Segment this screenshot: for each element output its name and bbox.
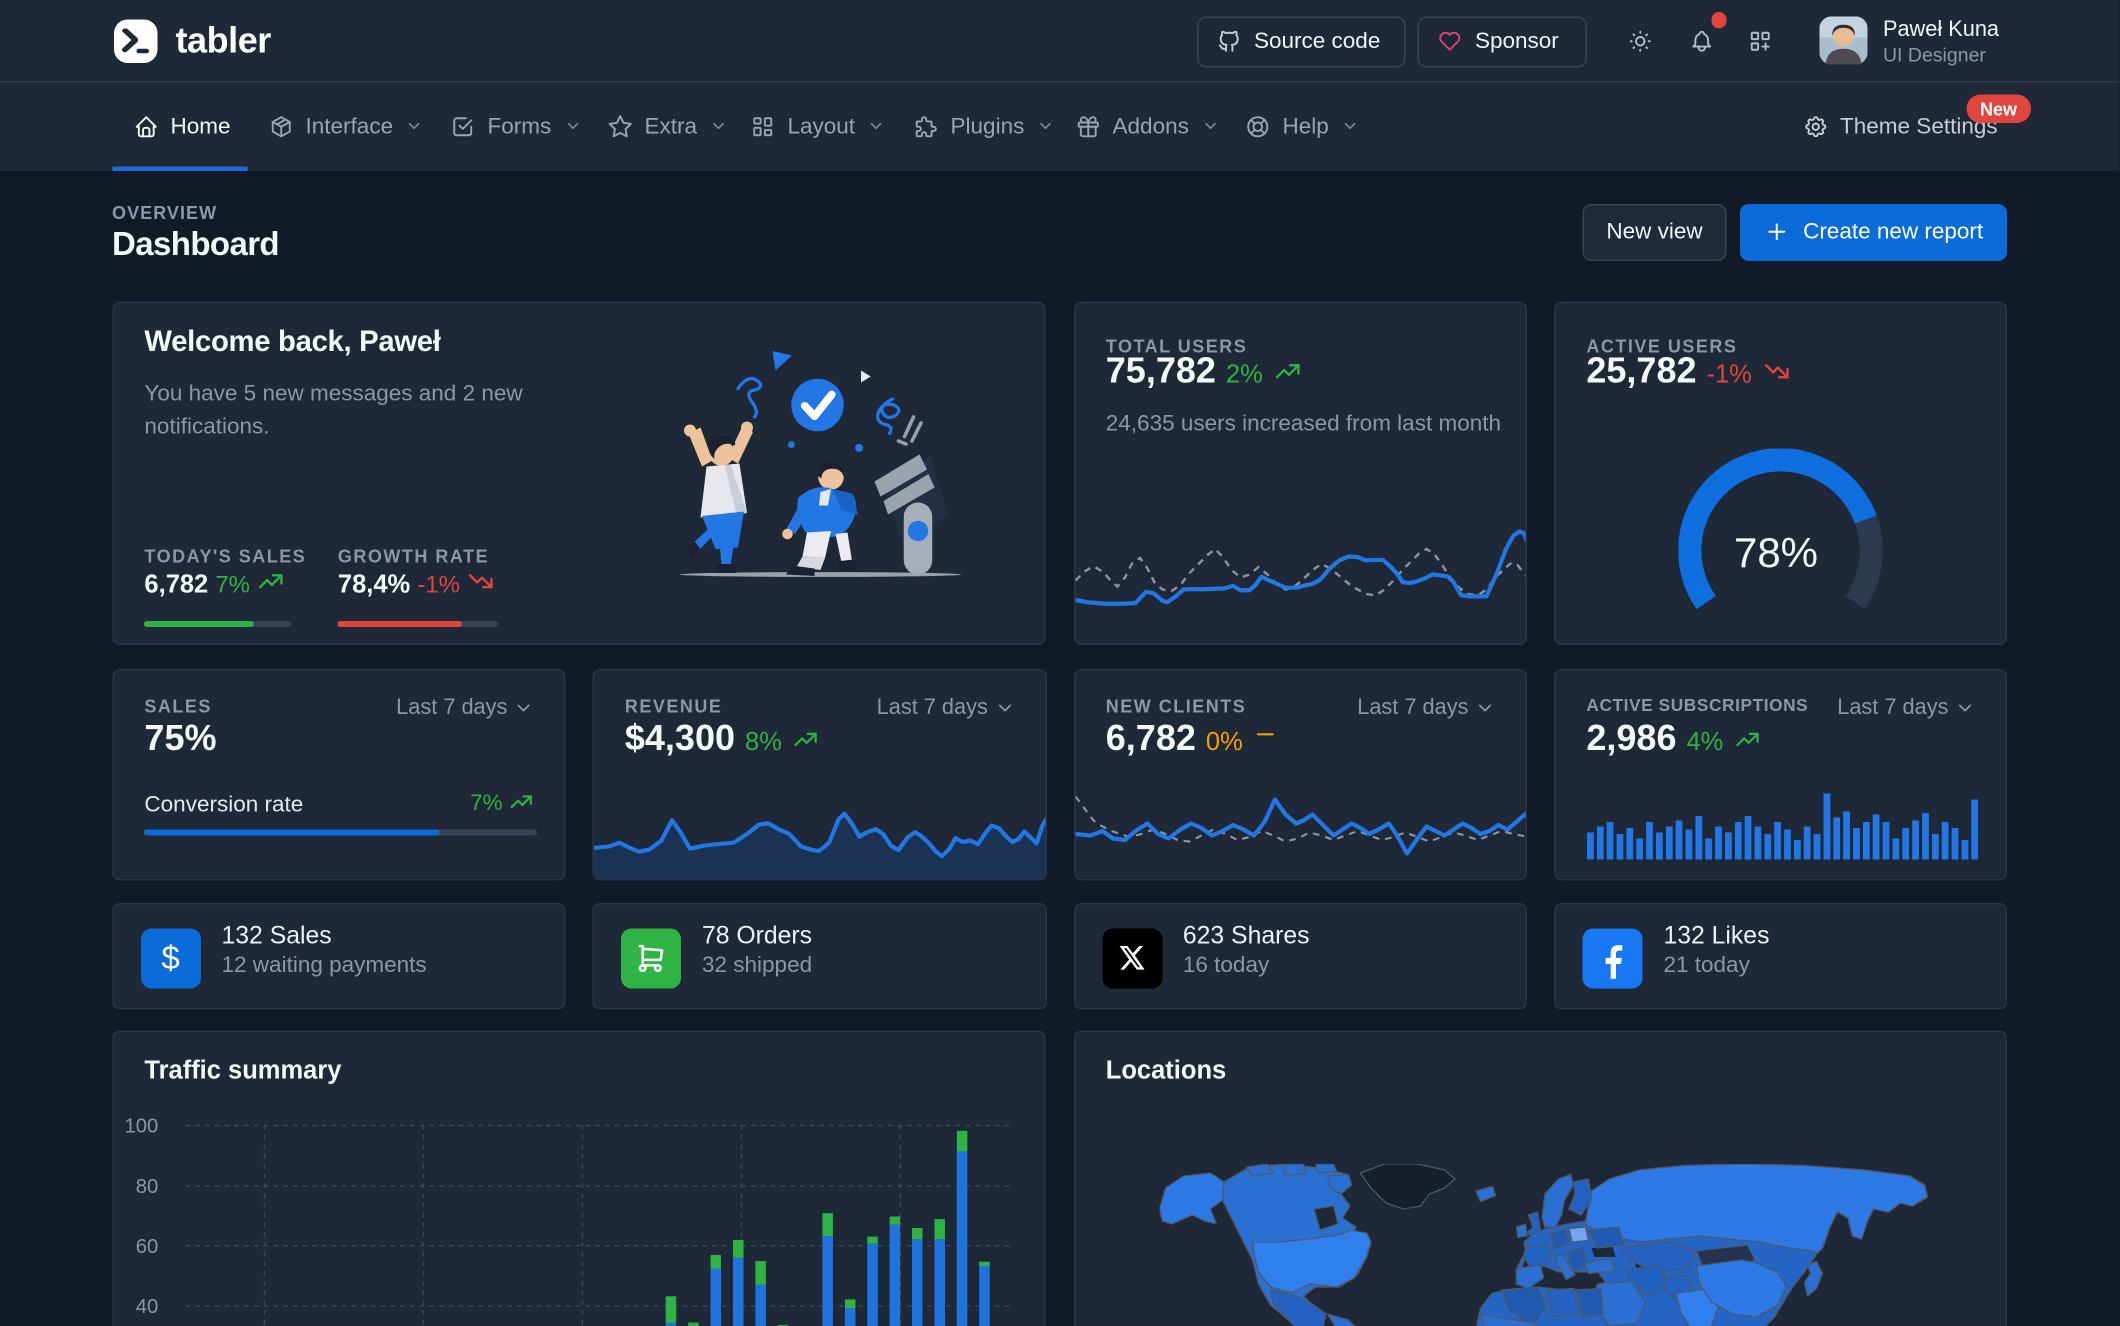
svg-text:78%: 78% [1734, 528, 1818, 575]
svg-text:40: 40 [135, 1297, 158, 1319]
svg-text:100: 100 [124, 1116, 158, 1138]
svg-text:60: 60 [135, 1236, 158, 1258]
svg-text:80: 80 [135, 1177, 158, 1199]
